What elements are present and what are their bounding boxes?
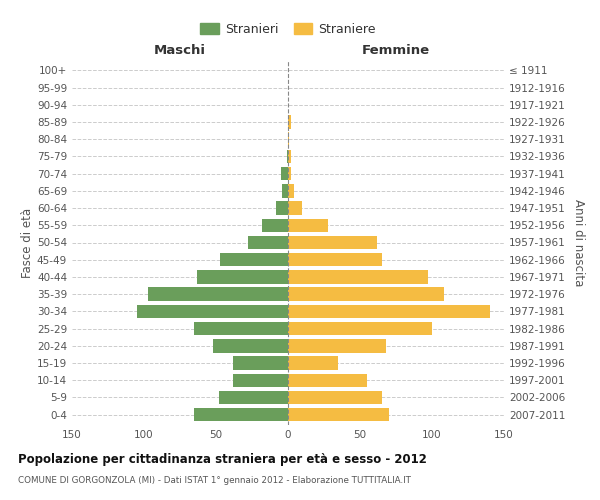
Bar: [282, 184, 288, 198]
Bar: [288, 288, 443, 301]
Bar: [194, 408, 288, 422]
Bar: [288, 167, 291, 180]
Bar: [288, 253, 382, 266]
Bar: [288, 390, 382, 404]
Bar: [248, 236, 288, 249]
Text: COMUNE DI GORGONZOLA (MI) - Dati ISTAT 1° gennaio 2012 - Elaborazione TUTTITALIA: COMUNE DI GORGONZOLA (MI) - Dati ISTAT 1…: [18, 476, 411, 485]
Bar: [219, 390, 288, 404]
Bar: [233, 374, 288, 387]
Bar: [262, 218, 288, 232]
Bar: [288, 202, 302, 215]
Bar: [288, 184, 294, 198]
Bar: [277, 202, 288, 215]
Bar: [197, 270, 288, 283]
Bar: [288, 322, 432, 336]
Bar: [287, 150, 288, 163]
Text: Maschi: Maschi: [154, 44, 206, 58]
Bar: [148, 288, 288, 301]
Bar: [213, 339, 288, 352]
Bar: [288, 150, 291, 163]
Bar: [288, 408, 389, 422]
Bar: [288, 236, 377, 249]
Text: Popolazione per cittadinanza straniera per età e sesso - 2012: Popolazione per cittadinanza straniera p…: [18, 452, 427, 466]
Y-axis label: Anni di nascita: Anni di nascita: [572, 199, 585, 286]
Bar: [194, 322, 288, 336]
Bar: [288, 132, 289, 146]
Bar: [288, 339, 386, 352]
Text: Femmine: Femmine: [362, 44, 430, 58]
Bar: [233, 356, 288, 370]
Bar: [288, 304, 490, 318]
Bar: [288, 356, 338, 370]
Bar: [288, 270, 428, 283]
Bar: [220, 253, 288, 266]
Bar: [137, 304, 288, 318]
Bar: [288, 218, 328, 232]
Bar: [281, 167, 288, 180]
Bar: [288, 116, 291, 128]
Bar: [288, 374, 367, 387]
Y-axis label: Fasce di età: Fasce di età: [21, 208, 34, 278]
Legend: Stranieri, Straniere: Stranieri, Straniere: [196, 19, 380, 40]
